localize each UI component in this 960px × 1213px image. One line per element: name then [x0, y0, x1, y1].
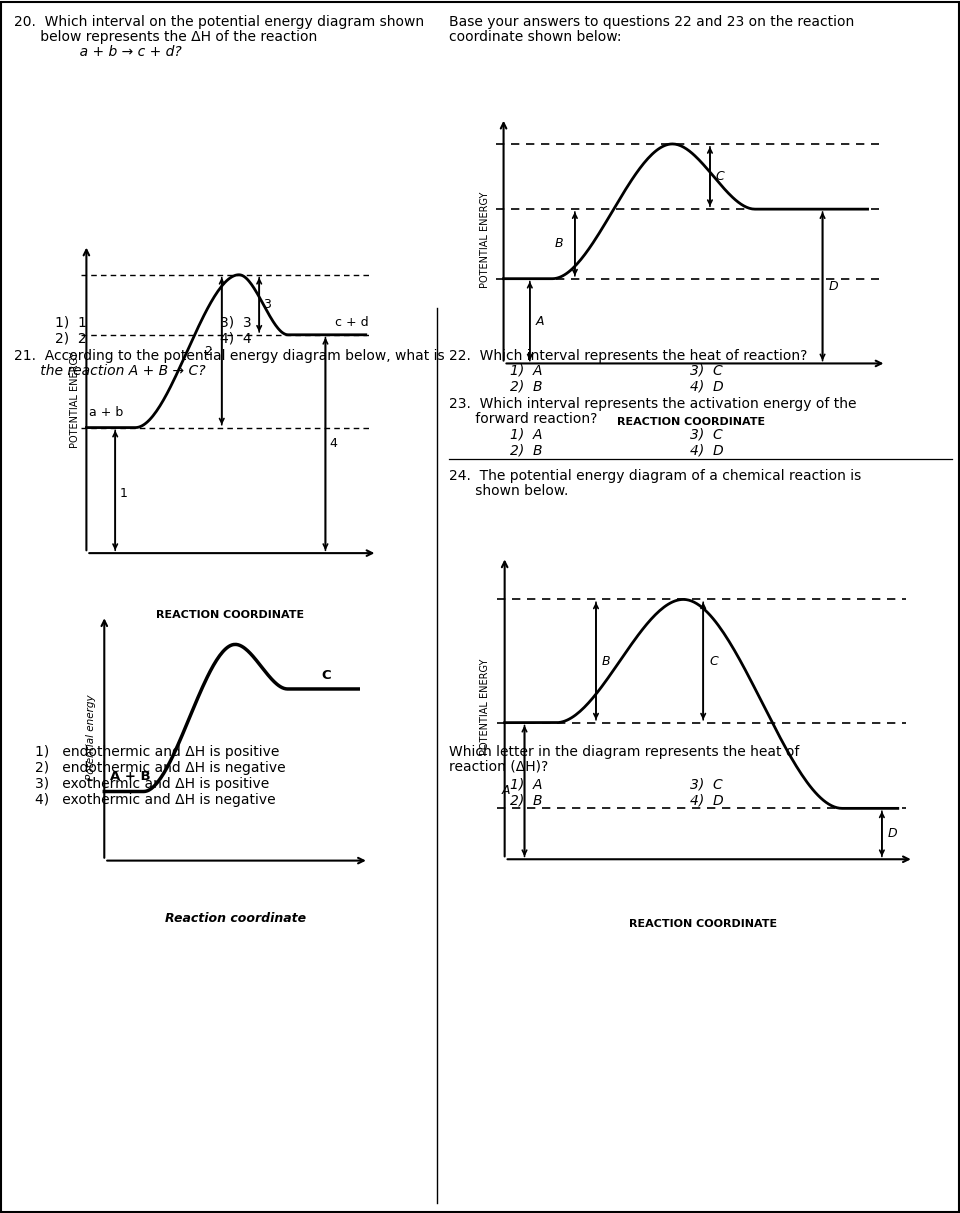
- Text: POTENTIAL ENERGY: POTENTIAL ENERGY: [480, 659, 490, 754]
- Text: C: C: [709, 655, 718, 667]
- Text: POTENTIAL ENERGY: POTENTIAL ENERGY: [480, 192, 490, 287]
- Text: B: B: [602, 655, 611, 667]
- Text: 1)  1: 1) 1: [55, 317, 86, 330]
- Text: c + d: c + d: [335, 317, 369, 329]
- Text: 22.  Which interval represents the heat of reaction?: 22. Which interval represents the heat o…: [449, 349, 807, 363]
- Text: 4: 4: [330, 438, 338, 450]
- Text: 1)   endothermic and ΔH is positive: 1) endothermic and ΔH is positive: [35, 745, 279, 759]
- Text: 3)  C: 3) C: [690, 778, 723, 792]
- Text: Reaction coordinate: Reaction coordinate: [164, 912, 306, 924]
- Text: Base your answers to questions 22 and 23 on the reaction: Base your answers to questions 22 and 23…: [449, 15, 854, 29]
- Text: C: C: [322, 670, 331, 682]
- Text: 1: 1: [119, 486, 128, 500]
- Text: below represents the ΔH of the reaction: below represents the ΔH of the reaction: [14, 30, 317, 44]
- Text: REACTION COORDINATE: REACTION COORDINATE: [617, 417, 765, 427]
- Text: a + b → c + d?: a + b → c + d?: [14, 45, 181, 59]
- Text: REACTION COORDINATE: REACTION COORDINATE: [629, 918, 778, 929]
- Text: D: D: [888, 827, 898, 841]
- Text: 1)  A: 1) A: [510, 364, 542, 378]
- Text: coordinate shown below:: coordinate shown below:: [449, 30, 621, 44]
- Text: the reaction A + B → C?: the reaction A + B → C?: [14, 364, 205, 378]
- Text: 2)  2: 2) 2: [55, 332, 86, 346]
- Text: 4)  4: 4) 4: [220, 332, 252, 346]
- Text: 4)  D: 4) D: [690, 795, 724, 808]
- Text: 2)  B: 2) B: [510, 380, 542, 394]
- Text: 3: 3: [263, 298, 272, 312]
- Text: 4)  D: 4) D: [690, 380, 724, 394]
- Text: 24.  The potential energy diagram of a chemical reaction is: 24. The potential energy diagram of a ch…: [449, 469, 861, 483]
- Text: REACTION COORDINATE: REACTION COORDINATE: [156, 610, 304, 620]
- Text: B: B: [555, 238, 564, 250]
- Text: 20.  Which interval on the potential energy diagram shown: 20. Which interval on the potential ener…: [14, 15, 424, 29]
- Text: 23.  Which interval represents the activation energy of the: 23. Which interval represents the activa…: [449, 397, 856, 411]
- Text: A: A: [536, 314, 544, 328]
- Text: 3)  3: 3) 3: [220, 317, 252, 330]
- Text: 1)  A: 1) A: [510, 428, 542, 442]
- Text: D: D: [828, 280, 838, 292]
- Text: a + b: a + b: [89, 406, 124, 420]
- Text: 2)  B: 2) B: [510, 444, 542, 459]
- Text: 3)  C: 3) C: [690, 364, 723, 378]
- Text: Which letter in the diagram represents the heat of: Which letter in the diagram represents t…: [449, 745, 800, 759]
- Text: A + B: A + B: [109, 769, 150, 782]
- Text: 3)  C: 3) C: [690, 428, 723, 442]
- Text: reaction (ΔH)?: reaction (ΔH)?: [449, 761, 548, 774]
- Text: 3)   exothermic and ΔH is positive: 3) exothermic and ΔH is positive: [35, 778, 269, 791]
- Text: 2)  B: 2) B: [510, 795, 542, 808]
- Text: POTENTIAL ENERGY: POTENTIAL ENERGY: [70, 352, 81, 449]
- Text: 2: 2: [204, 344, 211, 358]
- Text: 2)   endothermic and ΔH is negative: 2) endothermic and ΔH is negative: [35, 761, 286, 775]
- Text: A: A: [502, 785, 511, 797]
- Text: 21.  According to the potential energy diagram below, what is: 21. According to the potential energy di…: [14, 349, 444, 363]
- Text: 1)  A: 1) A: [510, 778, 542, 792]
- Text: C: C: [715, 170, 725, 183]
- Text: 4)  D: 4) D: [690, 444, 724, 459]
- Text: shown below.: shown below.: [449, 484, 568, 499]
- Text: forward reaction?: forward reaction?: [449, 412, 597, 426]
- Text: Potential energy: Potential energy: [86, 694, 96, 780]
- Text: 4)   exothermic and ΔH is negative: 4) exothermic and ΔH is negative: [35, 793, 276, 807]
